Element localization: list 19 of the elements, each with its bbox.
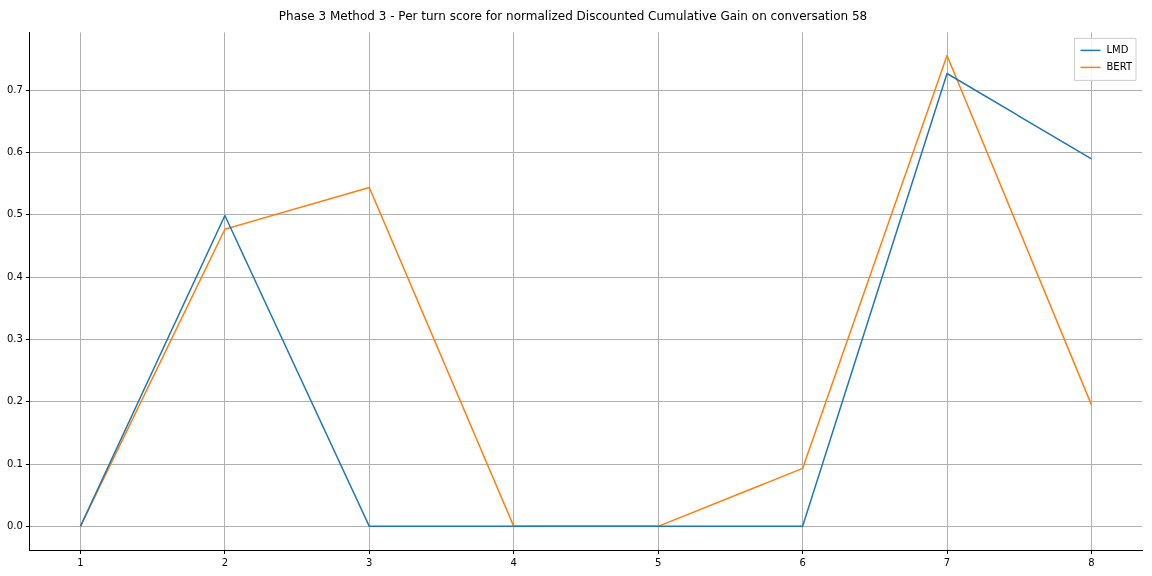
x-tick-label: 5: [654, 556, 662, 568]
x-tick-label: 6: [799, 556, 806, 568]
legend-label: LMD: [1106, 43, 1129, 55]
x-tick-label: 1: [77, 556, 84, 568]
y-tick-label: 0.5: [7, 208, 23, 220]
y-tick-label: 0.3: [7, 333, 23, 345]
y-tick-label: 0.6: [7, 146, 23, 158]
y-tick-label: 0.4: [7, 270, 23, 282]
x-tick-label: 7: [943, 556, 951, 568]
y-tick-label: 0.1: [7, 457, 23, 469]
x-tick-label: 3: [366, 556, 373, 568]
legend-label: BERT: [1106, 60, 1133, 72]
y-tick-label: 0.0: [7, 519, 23, 531]
x-tick-label: 2: [221, 556, 229, 568]
chart-title: Phase 3 Method 3 - Per turn score for normalized Discounted Cumulative Gain on conversation 58: [278, 9, 868, 24]
y-tick-label: 0.2: [7, 395, 23, 407]
x-tick-label: 8: [1088, 556, 1095, 568]
y-tick-label: 0.7: [7, 83, 23, 95]
x-tick-label: 4: [510, 556, 517, 568]
